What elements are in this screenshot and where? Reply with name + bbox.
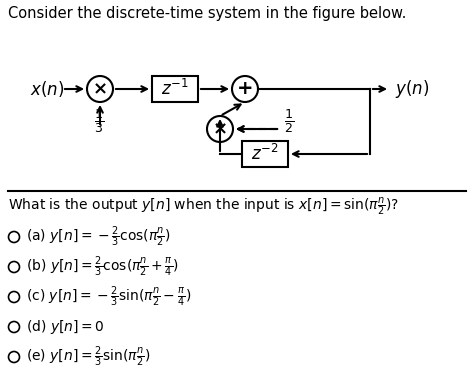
Bar bbox=[152, 76, 198, 102]
Text: $\frac{1}{2}$: $\frac{1}{2}$ bbox=[284, 107, 294, 135]
Text: ×: × bbox=[212, 120, 228, 138]
Text: (d) $y[n] = 0$: (d) $y[n] = 0$ bbox=[26, 318, 105, 336]
Text: $z^{-2}$: $z^{-2}$ bbox=[251, 144, 279, 164]
Text: $x(n)$: $x(n)$ bbox=[30, 79, 64, 99]
Text: (c) $y[n] = -\frac{2}{3}\sin(\pi\frac{n}{2} - \frac{\pi}{4})$: (c) $y[n] = -\frac{2}{3}\sin(\pi\frac{n}… bbox=[26, 285, 191, 309]
Text: $y(n)$: $y(n)$ bbox=[395, 78, 429, 100]
Text: Consider the discrete-time system in the figure below.: Consider the discrete-time system in the… bbox=[8, 6, 406, 21]
Text: $\frac{1}{3}$: $\frac{1}{3}$ bbox=[94, 107, 104, 135]
Text: What is the output $y[n]$ when the input is $x[n] = \sin(\pi\frac{n}{2})$?: What is the output $y[n]$ when the input… bbox=[8, 195, 399, 217]
Text: (a) $y[n] = -\frac{2}{3}\cos(\pi\frac{n}{2})$: (a) $y[n] = -\frac{2}{3}\cos(\pi\frac{n}… bbox=[26, 225, 171, 249]
Text: (e) $y[n] = \frac{2}{3}\sin(\pi\frac{n}{2})$: (e) $y[n] = \frac{2}{3}\sin(\pi\frac{n}{… bbox=[26, 345, 150, 369]
Text: $z^{-1}$: $z^{-1}$ bbox=[161, 79, 189, 99]
Text: +: + bbox=[237, 79, 253, 99]
Text: ×: × bbox=[92, 80, 108, 98]
Text: (b) $y[n] = \frac{2}{3}\cos(\pi\frac{n}{2} + \frac{\pi}{4})$: (b) $y[n] = \frac{2}{3}\cos(\pi\frac{n}{… bbox=[26, 255, 179, 279]
Bar bbox=[242, 141, 288, 167]
